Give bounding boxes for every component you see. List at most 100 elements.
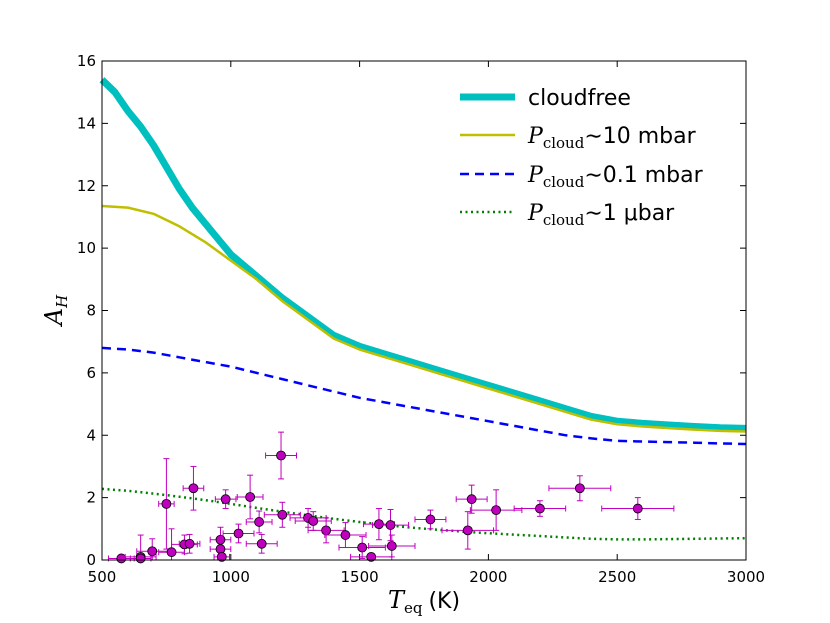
y-tick-label: 14 — [77, 114, 96, 132]
observation-point — [214, 489, 237, 510]
series-line-0 — [99, 77, 747, 432]
y-axis-label: AH — [40, 294, 71, 327]
observation-marker — [632, 503, 643, 514]
legend-label: Pcloud∼10 mbar — [527, 124, 697, 152]
observation-marker — [574, 483, 585, 494]
observation-marker — [308, 516, 319, 526]
plot-background — [102, 61, 746, 560]
legend-entry-1: Pcloud∼10 mbar — [460, 124, 697, 152]
legend-text: ∼0.1 mbar — [584, 163, 703, 188]
observation-point — [158, 458, 175, 550]
x-tick-label: 1500 — [341, 568, 379, 586]
observation-marker — [135, 553, 146, 564]
y-axis-symbol: A — [40, 308, 68, 327]
y-tick-label: 0 — [86, 551, 96, 569]
observation-point — [441, 511, 495, 550]
observation-point — [455, 484, 488, 514]
observation-point — [178, 533, 201, 554]
observation-point — [601, 497, 675, 520]
legend-math: P — [527, 163, 544, 188]
observation-marker — [256, 538, 267, 549]
observation-point — [362, 508, 395, 541]
series-line-1 — [101, 204, 747, 433]
observation-marker — [340, 530, 351, 540]
y-tick-label: 16 — [77, 52, 96, 70]
observation-point — [368, 534, 416, 558]
observation-marker — [233, 528, 244, 539]
observation-marker — [276, 450, 286, 461]
y-tick-label: 8 — [86, 302, 96, 320]
x-axis-subscript: eq — [404, 599, 423, 617]
legend-sub: cloud — [543, 134, 585, 152]
observation-point — [236, 474, 264, 520]
y-tick-label: 12 — [77, 177, 96, 195]
y-tick-label: 10 — [77, 239, 96, 257]
series-layer — [99, 77, 747, 541]
observation-marker — [535, 503, 545, 514]
observation-point — [245, 533, 278, 554]
observation-marker — [161, 498, 172, 509]
observation-point — [213, 551, 231, 562]
legend-sub: cloud — [543, 211, 585, 229]
observation-marker — [216, 551, 227, 562]
observation-marker — [386, 541, 397, 551]
y-tick-labels: 0 2 4 6 8 10 12 14 16 — [77, 52, 96, 569]
y-axis-subscript: H — [53, 294, 71, 309]
legend-entry-3: Pcloud∼1 μbar — [460, 201, 675, 229]
plot-frame — [101, 60, 747, 561]
observation-marker — [147, 546, 158, 557]
observation-marker — [462, 525, 473, 536]
legend-sub: cloud — [543, 173, 585, 191]
observation-point — [245, 510, 273, 534]
legend-text: cloudfree — [528, 86, 631, 111]
legend-math: P — [527, 201, 544, 226]
observation-point — [265, 431, 297, 480]
observation-point — [263, 501, 301, 528]
observation-marker — [385, 520, 396, 530]
observation-point — [338, 536, 386, 559]
observation-marker — [245, 492, 256, 502]
observation-point — [414, 509, 447, 530]
legend-label: Pcloud∼0.1 mbar — [527, 163, 704, 191]
legend-entry-0: cloudfree — [460, 86, 631, 111]
series-line-2 — [101, 346, 747, 446]
observation-marker — [188, 483, 199, 494]
legend-entry-2: Pcloud∼0.1 mbar — [460, 163, 704, 191]
observation-marker — [166, 547, 177, 558]
observation-point — [289, 508, 327, 528]
x-tick-label: 2000 — [469, 568, 507, 586]
y-tick-label: 6 — [86, 364, 96, 382]
observation-marker — [321, 525, 332, 536]
observation-marker — [277, 509, 288, 520]
observation-marker — [357, 542, 368, 553]
observation-marker — [220, 494, 231, 505]
legend-text: ∼10 mbar — [584, 124, 696, 149]
legend-label: cloudfree — [528, 86, 631, 111]
observation-marker — [366, 551, 377, 562]
series-line-3 — [101, 487, 747, 541]
x-tick-label: 500 — [88, 568, 117, 586]
observation-point — [182, 465, 205, 511]
x-tick-labels: 500 1000 1500 2000 2500 3000 — [88, 568, 765, 586]
observation-marker — [374, 519, 384, 530]
observation-marker — [184, 538, 195, 549]
observation-marker — [466, 494, 477, 505]
legend-math: P — [527, 124, 544, 149]
x-axis-symbol: T — [388, 586, 406, 614]
x-tick-label: 2500 — [598, 568, 636, 586]
observation-marker — [254, 517, 265, 527]
observation-point — [350, 551, 393, 562]
observation-point — [307, 517, 345, 544]
x-axis-label: Teq (K) — [388, 586, 460, 617]
observation-point — [136, 538, 169, 560]
observation-point — [513, 500, 567, 517]
observation-marker — [491, 505, 502, 516]
legend-label: Pcloud∼1 μbar — [527, 201, 675, 229]
observation-point — [129, 553, 152, 564]
x-tick-label: 3000 — [727, 568, 765, 586]
observation-marker — [425, 514, 436, 525]
x-axis-unit: (K) — [428, 589, 460, 614]
legend-text: ∼1 μbar — [584, 201, 675, 226]
